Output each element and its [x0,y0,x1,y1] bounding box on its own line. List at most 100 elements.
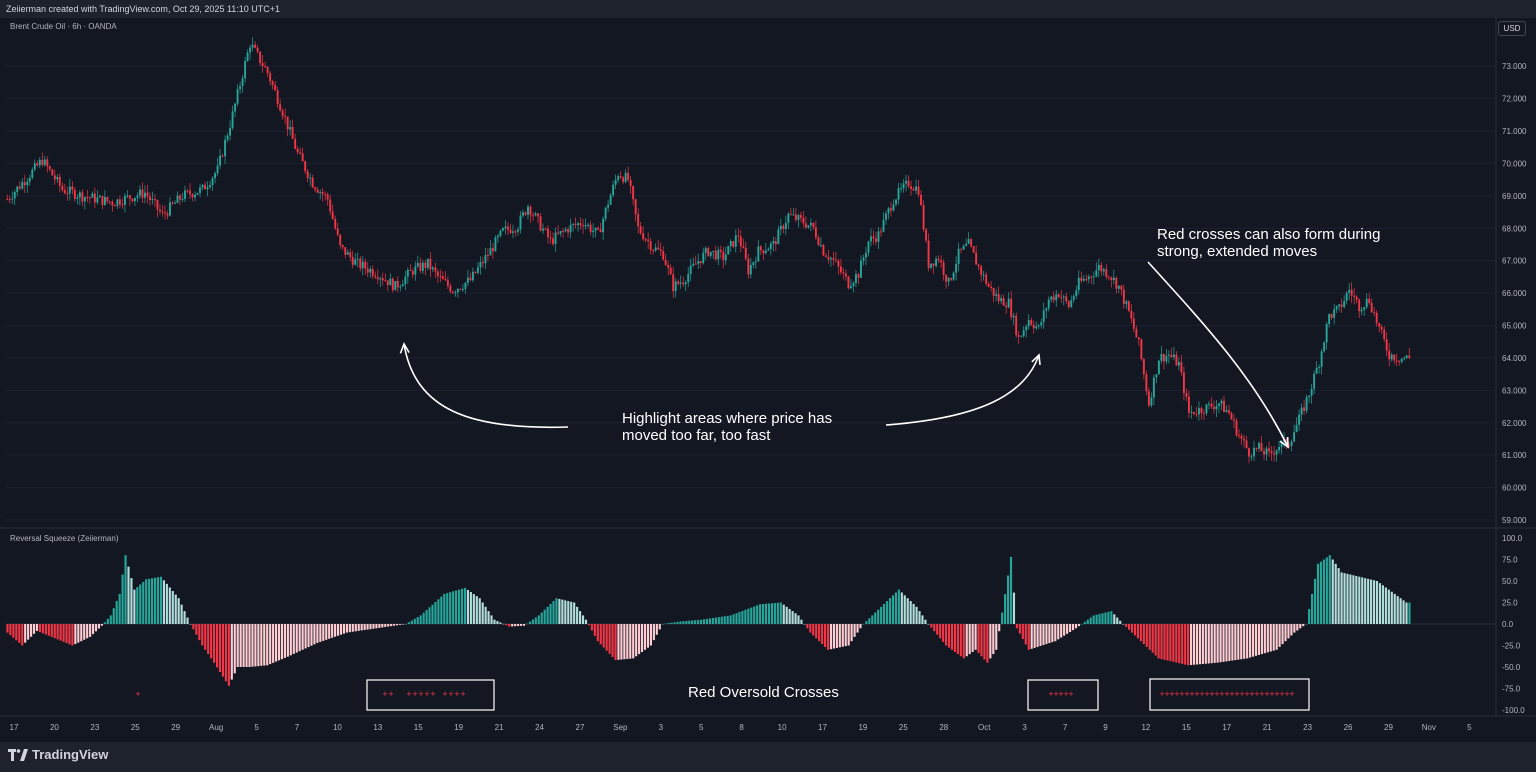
indicator-bar [1358,576,1361,624]
indicator-bar [587,624,591,626]
indicator-bar [89,624,92,637]
candle-body [1273,453,1276,455]
indicator-bar [431,604,434,624]
candle-body [1110,277,1113,280]
indicator-bar [847,624,850,646]
indicator-bar [1021,624,1024,640]
indicator-bar [933,624,936,632]
oversold-cross: + [1053,689,1058,699]
candle-body [86,197,89,199]
candle-body [607,204,610,208]
indicator-bar [460,588,464,624]
time-tick-label: 13 [373,723,382,732]
highlight-line-1: Highlight areas where price has [622,410,833,427]
candle-body [31,169,34,178]
candle-body [206,187,209,190]
candle-body [419,262,422,271]
candle-body [138,189,141,196]
indicator-bar [407,622,410,624]
candle-body [972,246,975,253]
indicator-bar [236,624,239,667]
candle-body [1375,312,1378,324]
candle-body [509,229,512,233]
candle-body [617,176,620,180]
indicator-bar [517,624,520,627]
candle-body [481,262,484,264]
indicator-bar [390,624,393,627]
time-tick-label: 5 [1467,723,1472,732]
candle-body [1400,358,1403,362]
candle-body [579,223,582,226]
candle-body [965,243,968,246]
candle-body [349,252,352,258]
indicator-bar [1322,559,1325,624]
candle-body [1012,315,1015,318]
candle-body [1293,432,1296,442]
indicator-bar [514,624,517,627]
candle-body [286,116,289,130]
indicator-bar [1399,598,1402,624]
candle-body [1085,279,1088,281]
indicator-bar [127,566,130,624]
indicator-bar [449,592,452,624]
oversold-cross: + [1224,689,1229,699]
chart-svg[interactable]: 73.000 72.000 71.000 70.000 69.000 68.000 67.0… [0,18,1536,742]
candle-body [444,279,447,281]
candle-body [592,230,595,232]
indicator-bar [242,624,245,667]
candle-body [674,281,677,292]
indicator-bar [1260,624,1263,655]
indicator-bar [667,623,670,624]
candle-body [479,262,482,268]
candle-body [522,212,524,216]
indicator-bar [44,624,47,635]
currency-badge[interactable]: USD [1498,21,1526,36]
candle-body [486,255,489,257]
candle-body [1378,323,1381,327]
candle-body [224,139,227,157]
candle-body [892,204,895,211]
candle-body [231,111,234,128]
candle-body [870,236,872,242]
candle-body [1280,441,1283,447]
indicator-bar [106,618,109,624]
time-tick-label: 28 [939,723,948,732]
indicator-bar [339,624,343,635]
candle-body [970,239,973,247]
indicator-bar [1387,589,1390,624]
candle-body [1305,397,1308,411]
candle-body [331,211,334,220]
oversold-cross: + [1244,689,1249,699]
candle-body [33,163,36,170]
candle-body [614,179,617,185]
indicator-bar [918,611,921,624]
candle-body [1350,289,1353,296]
indicator-bar [422,612,425,624]
time-tick-label: 9 [1103,723,1108,732]
time-tick-label: 12 [1141,723,1150,732]
tradingview-logo[interactable]: TradingView [8,747,108,762]
indicator-bar [549,603,552,624]
candle-body [63,189,66,194]
candle-body [471,271,474,281]
indicator-bar [1048,624,1051,644]
time-tick-label: 25 [899,723,908,732]
indicator-bar [581,615,585,624]
candle-body [1275,450,1278,455]
indicator-bar [947,624,951,648]
indicator-bar [906,598,909,624]
indicator-bar [1325,557,1328,624]
indicator-bar [950,624,954,650]
indicator-bar [1375,581,1379,624]
indicator-bar [1204,624,1207,664]
candle-body [847,276,850,289]
candle-body [734,235,737,247]
candle-body [221,155,224,157]
indicator-bar [1367,578,1370,624]
candle-body [391,278,394,291]
indicator-bar [1402,600,1405,624]
candle-body [732,241,735,247]
chart-area[interactable]: 73.000 72.000 71.000 70.000 69.000 68.000 67.0… [0,18,1536,742]
candle-body [78,192,81,198]
candle-body [679,282,682,284]
